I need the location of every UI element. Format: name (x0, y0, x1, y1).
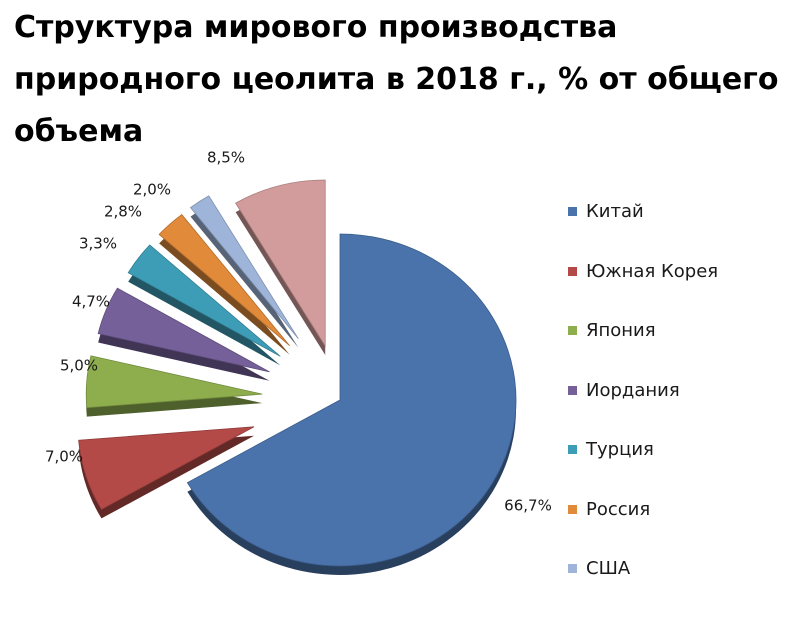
legend-item-china: Китай (568, 182, 718, 242)
legend-label-china: Китай (586, 201, 644, 223)
data-label-china: 66,7% (504, 497, 552, 515)
legend-label-russia: Россия (586, 498, 651, 520)
pie-slice-turkey (127, 244, 281, 357)
legend-item-japan: Япония (568, 301, 718, 361)
legend-swatch-usa (568, 564, 577, 574)
legend-swatch-russia (568, 504, 577, 514)
legend-item-russia: Россия (568, 480, 718, 540)
pie-slice-japan (85, 355, 263, 409)
data-label-russia: 2,8% (104, 203, 142, 221)
data-label-japan: 5,0% (60, 357, 98, 375)
legend-label-south-korea: Южная Корея (586, 260, 719, 282)
legend-swatch-turkey (568, 445, 577, 455)
pie-slice-usa (189, 195, 299, 340)
chart-legend: Китай Южная Корея Япония Иордания Турция Росс… (568, 182, 718, 599)
legend-item-jordan: Иордания (568, 361, 718, 421)
pie-slice-jordan (97, 287, 270, 373)
legend-label-jordan: Иордания (586, 379, 680, 401)
legend-label-usa: США (586, 558, 631, 580)
legend-item-usa: США (568, 539, 718, 599)
pie-slice-other-7 (235, 179, 326, 348)
chart-title: Структура мирового производства природно… (14, 10, 779, 149)
data-label-usa: 2,0% (133, 181, 171, 199)
legend-label-turkey: Турция (586, 439, 654, 461)
legend-item-turkey: Турция (568, 420, 718, 480)
legend-swatch-japan (568, 326, 577, 336)
data-label-other-7: 8,5% (207, 149, 245, 167)
legend-item-south-korea: Южная Корея (568, 242, 718, 302)
pie-slice-china (186, 233, 517, 567)
legend-label-japan: Япония (586, 320, 656, 342)
data-label-south-korea: 7,0% (45, 448, 83, 466)
legend-swatch-jordan (568, 385, 577, 395)
legend-swatch-south-korea (568, 266, 577, 276)
data-label-turkey: 3,3% (79, 235, 117, 253)
legend-swatch-china (568, 207, 577, 217)
pie-slice-russia (158, 214, 290, 347)
data-label-jordan: 4,7% (72, 293, 110, 311)
pie-slice-south-korea (78, 426, 255, 510)
